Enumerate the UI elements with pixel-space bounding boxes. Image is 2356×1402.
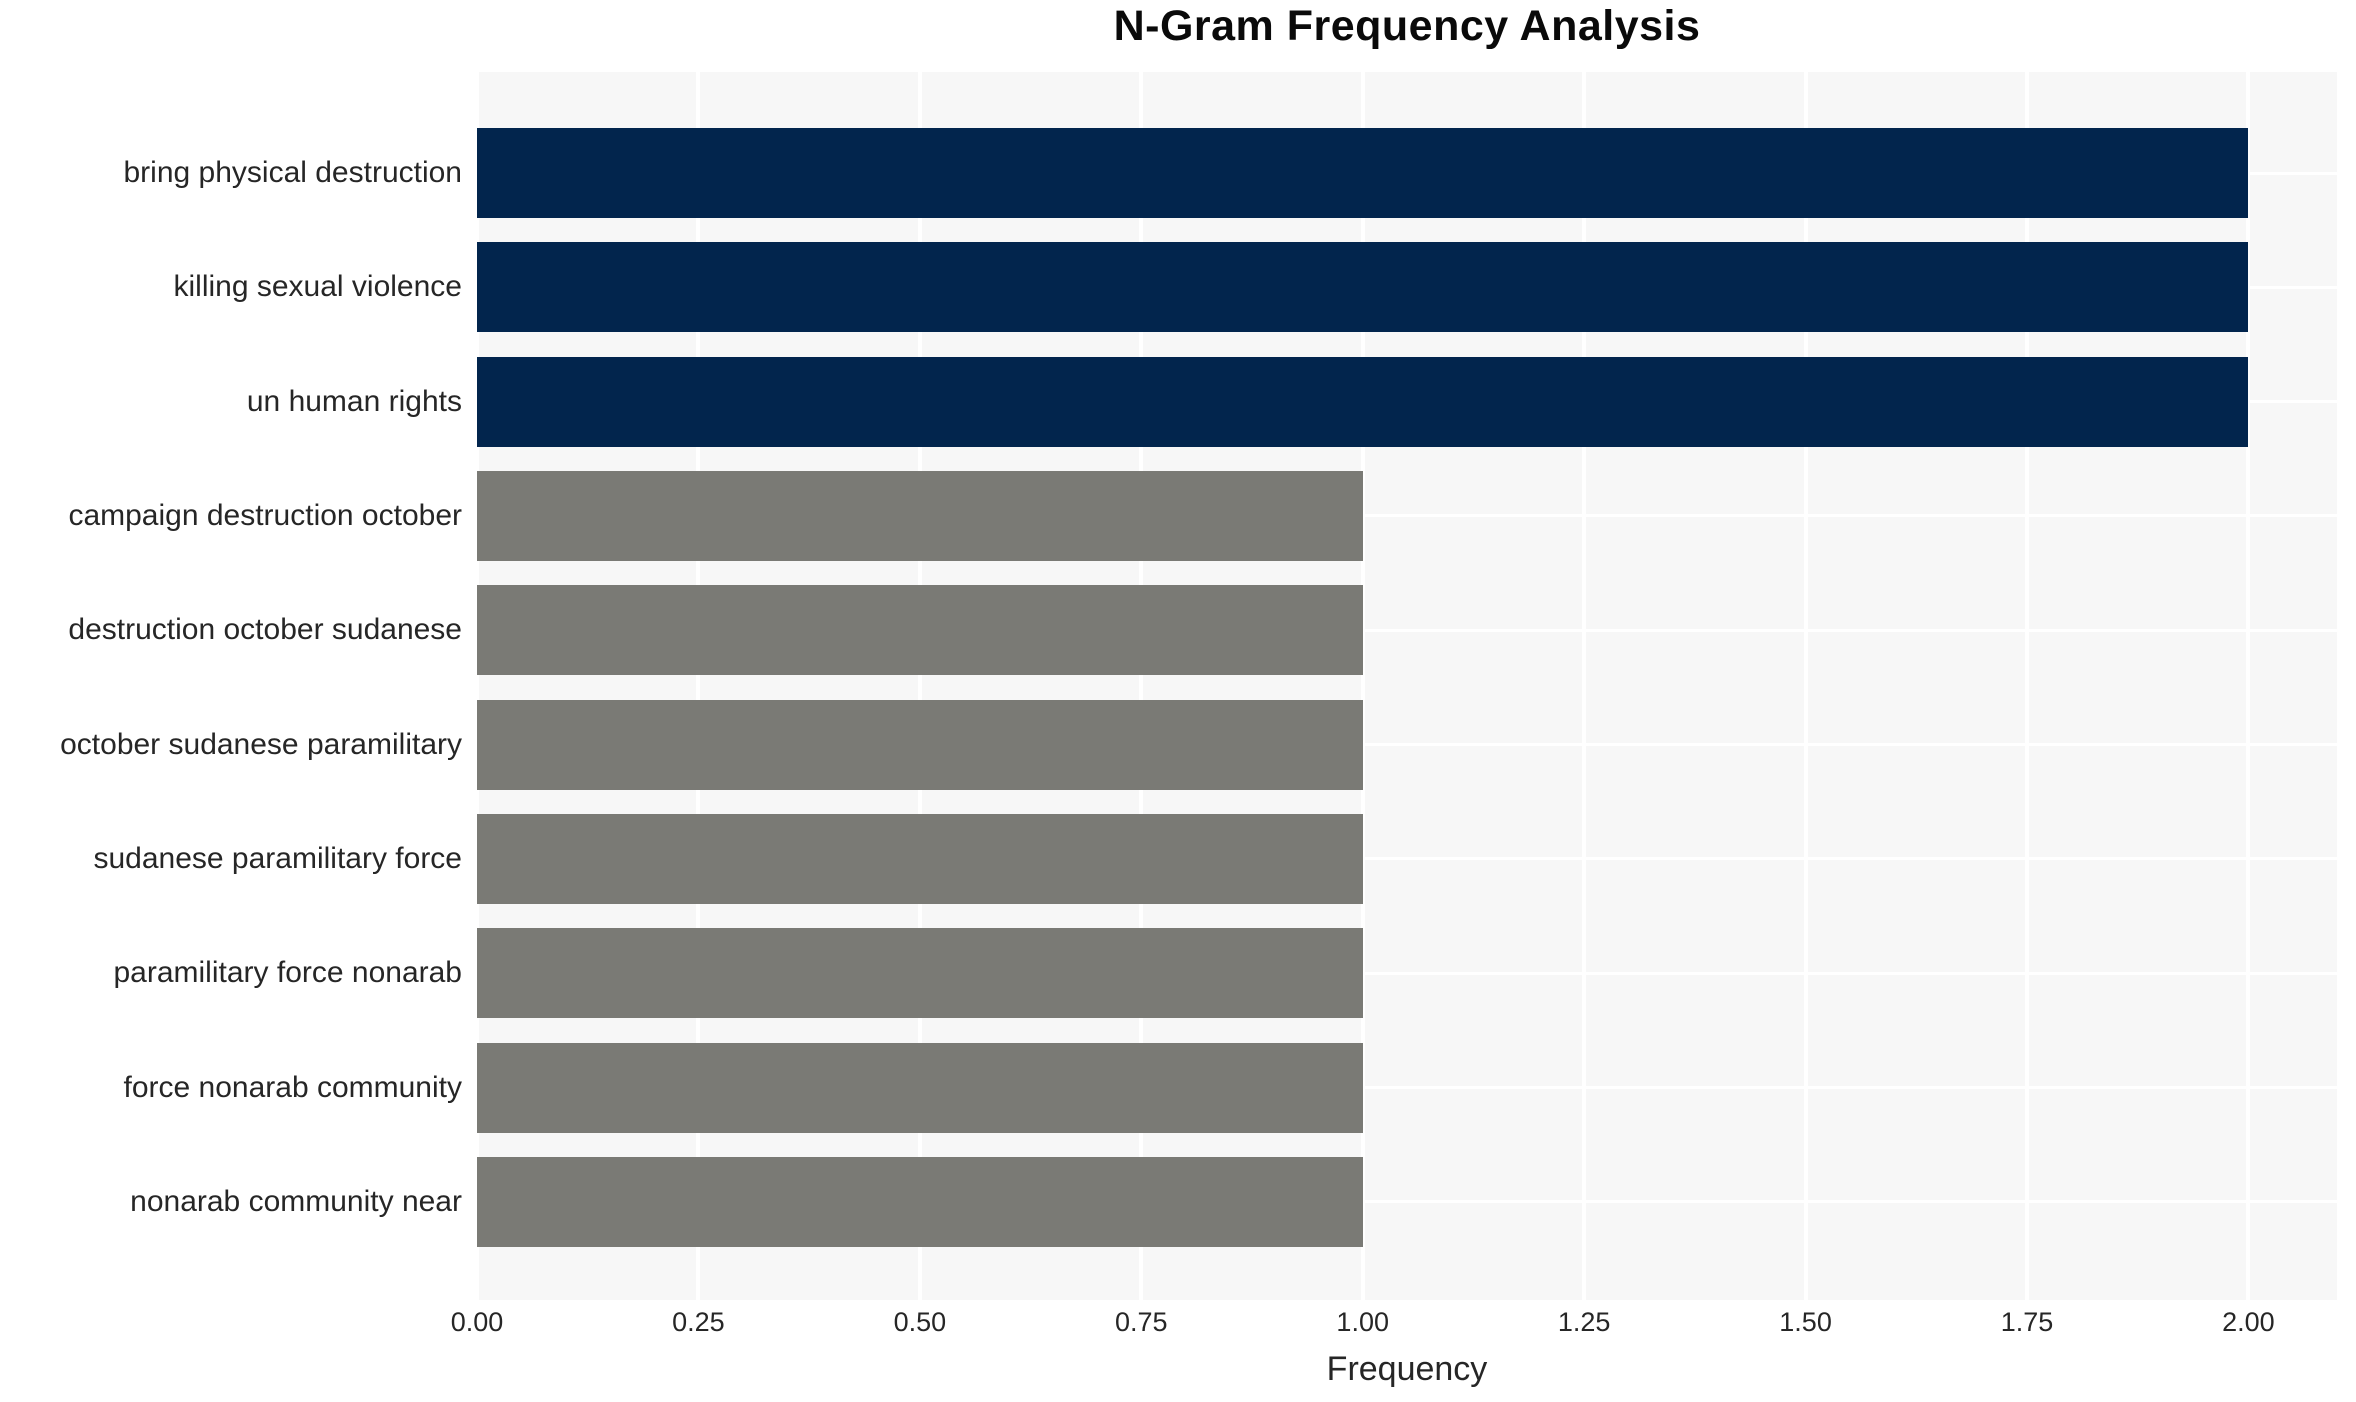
- y-category-label: october sudanese paramilitary: [60, 727, 462, 761]
- frequency-bar: [477, 128, 2249, 218]
- horizontal-gridline: [477, 1200, 2337, 1204]
- y-category-label: un human rights: [246, 384, 462, 418]
- frequency-bar: [477, 470, 1363, 561]
- frequency-bar: [477, 1042, 1363, 1133]
- x-tick-label: 1.25: [1557, 1307, 1611, 1337]
- vertical-gridline: [1139, 72, 1144, 1300]
- x-axis-title: Frequency: [1326, 1350, 1488, 1388]
- x-tick-label: 2.00: [2222, 1307, 2275, 1337]
- x-tick-label: 0.75: [1115, 1307, 1168, 1337]
- frequency-bar: [477, 699, 1363, 790]
- frequency-bar: [477, 813, 1363, 904]
- vertical-gridline: [696, 72, 701, 1300]
- y-category-label: destruction october sudanese: [68, 613, 462, 647]
- frequency-bar: [477, 585, 1363, 676]
- y-category-label: sudanese paramilitary force: [93, 841, 462, 875]
- vertical-gridline: [1360, 72, 1365, 1300]
- vertical-gridline: [2246, 72, 2251, 1300]
- frequency-bar: [477, 928, 1363, 1019]
- x-tick-label: 1.75: [2000, 1307, 2054, 1337]
- y-axis-labels: bring physical destruction killing sexual…: [0, 0, 462, 1402]
- vertical-gridline: [1803, 72, 1808, 1300]
- vertical-gridline: [2025, 72, 2029, 1300]
- x-tick-label: 0.25: [672, 1307, 725, 1337]
- y-category-label: killing sexual violence: [173, 270, 463, 304]
- x-tick-label: 0.50: [893, 1307, 947, 1337]
- y-category-label: bring physical destruction: [123, 156, 462, 189]
- plot-area: [475, 72, 2337, 1300]
- x-tick-label: 0.00: [450, 1307, 504, 1337]
- vertical-gridline: [475, 72, 479, 1300]
- frequency-bar: [477, 356, 2249, 447]
- horizontal-gridline: [477, 971, 2337, 975]
- horizontal-gridline: [477, 857, 2337, 861]
- horizontal-gridline: [477, 1086, 2337, 1090]
- y-category-label: campaign destruction october: [68, 498, 462, 532]
- vertical-gridline: [917, 72, 922, 1300]
- y-category-label: force nonarab community: [123, 1070, 463, 1104]
- x-axis-ticks: 0.00 0.25 0.50 0.75 1.00 1.25 1.50 1.75 2.00: [451, 1307, 2337, 1347]
- horizontal-gridline: [477, 628, 2337, 632]
- horizontal-gridline: [477, 514, 2337, 518]
- x-tick-label: 1.00: [1336, 1307, 1389, 1337]
- chart-title: N-Gram Frequency Analysis: [1113, 2, 1701, 50]
- x-tick-label: 1.50: [1779, 1307, 1832, 1337]
- vertical-gridline: [1582, 72, 1587, 1300]
- frequency-bar: [477, 242, 2249, 333]
- y-category-label: nonarab community near: [130, 1184, 462, 1218]
- frequency-bar: [477, 1156, 1363, 1247]
- y-category-label: paramilitary force nonarab: [113, 956, 462, 990]
- horizontal-gridline: [477, 743, 2337, 747]
